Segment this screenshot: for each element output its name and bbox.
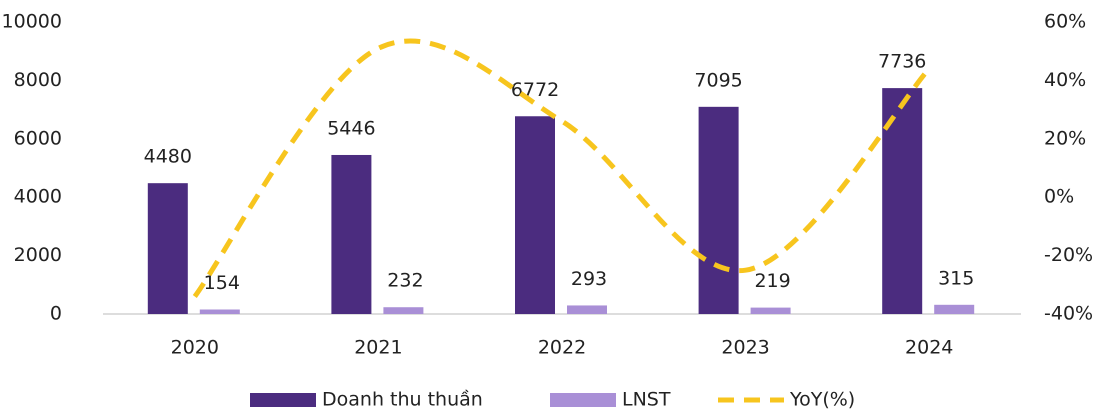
bar [750, 307, 791, 314]
y-tick-label: 10000 [2, 11, 62, 33]
y-tick-label: 8000 [14, 69, 62, 91]
data-label: 219 [754, 270, 790, 292]
legend-swatch [550, 393, 616, 407]
legend-label: LNST [622, 389, 671, 411]
bar [567, 305, 607, 314]
y-tick-label: 2000 [14, 244, 62, 266]
y2-tick-label: 0% [1044, 186, 1074, 208]
bar [147, 183, 188, 314]
x-tick-label: 2024 [905, 337, 953, 359]
bar [934, 304, 975, 314]
data-label: 4480 [144, 146, 192, 168]
line [192, 38, 932, 298]
data-label: 154 [204, 272, 240, 294]
x-tick-label: 2023 [721, 337, 769, 359]
data-label: 7736 [878, 51, 926, 73]
y2-tick-label: 20% [1044, 127, 1086, 149]
bar [698, 106, 739, 315]
legend-label: Doanh thu thuần [322, 389, 483, 411]
legend-label: YoY(%) [789, 389, 855, 411]
data-label: 7095 [694, 69, 742, 91]
legend-swatch [250, 393, 316, 407]
y2-tick-label: 60% [1044, 11, 1086, 33]
data-label: 5446 [327, 117, 375, 139]
x-tick-label: 2021 [354, 337, 402, 359]
bar [383, 307, 424, 314]
x-tick-label: 2022 [538, 337, 586, 359]
y-tick-label: 6000 [14, 127, 62, 149]
y-tick-label: 0 [50, 303, 62, 325]
bar [199, 309, 240, 314]
x-tick-label: 2020 [171, 337, 219, 359]
bar [331, 154, 372, 314]
data-label: 6772 [511, 79, 559, 101]
y2-tick-label: -20% [1044, 244, 1093, 266]
data-label: 315 [938, 267, 974, 289]
bar [515, 116, 555, 314]
y2-tick-label: 40% [1044, 69, 1086, 91]
y2-tick-label: -40% [1044, 303, 1093, 325]
data-label: 293 [571, 268, 607, 290]
data-label: 232 [387, 270, 423, 292]
y-tick-label: 4000 [14, 186, 62, 208]
